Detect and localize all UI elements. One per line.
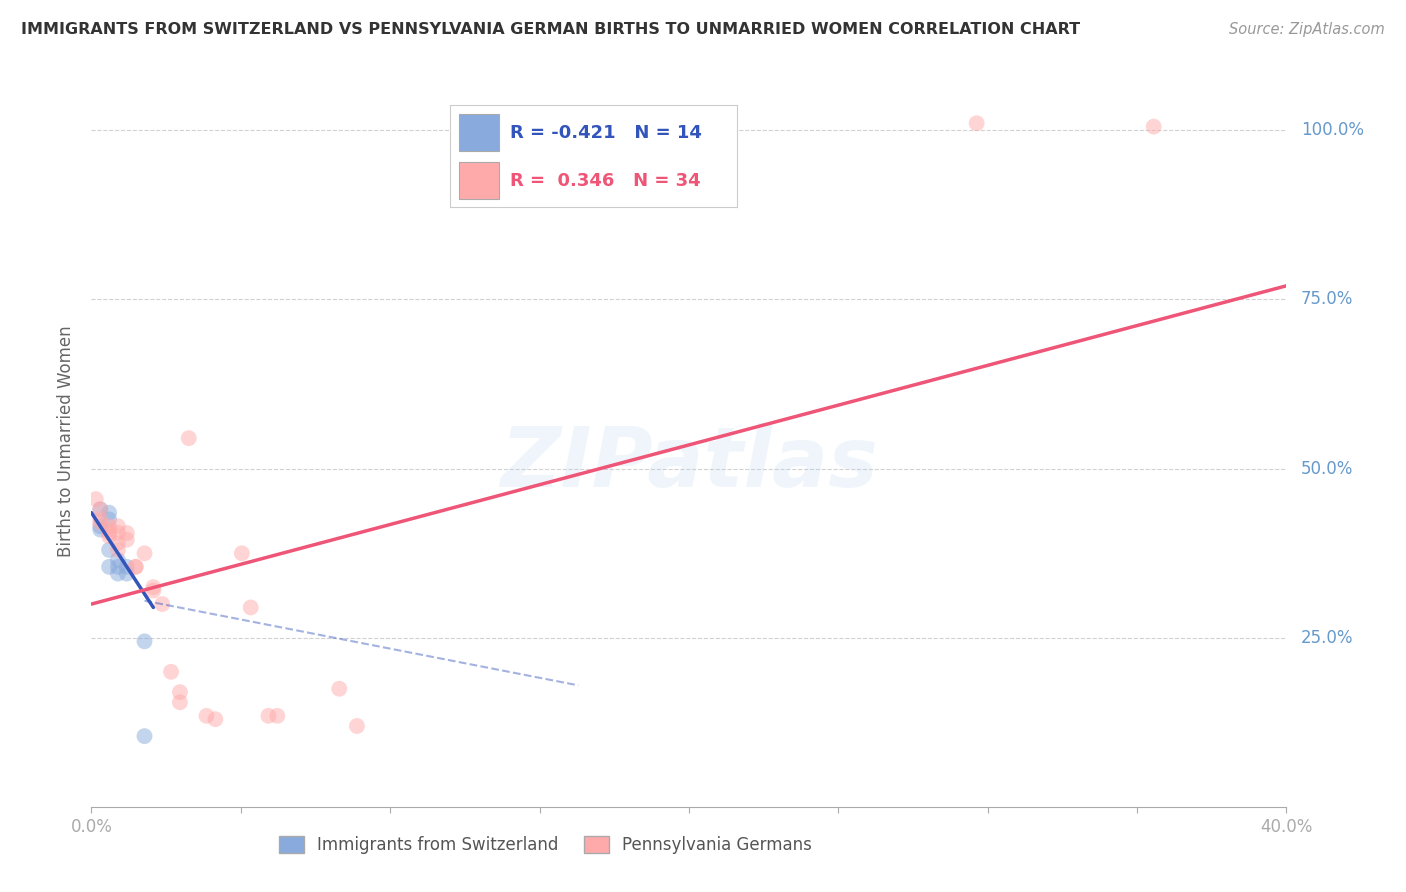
Point [239,600,262,615]
Point [257,708,280,723]
Point [115,559,138,574]
Point [231,546,253,560]
Point [169,685,191,699]
Legend: Immigrants from Switzerland, Pennsylvania Germans: Immigrants from Switzerland, Pennsylvani… [273,830,818,861]
Point [142,580,165,594]
Point [346,719,368,733]
Point [107,566,129,581]
Point [98,559,121,574]
Text: ZIPatlas: ZIPatlas [501,423,877,504]
Point [107,559,129,574]
Point [169,695,191,709]
Text: 50.0%: 50.0% [1301,459,1353,477]
Point [266,708,288,723]
Point [107,542,129,557]
Point [98,526,121,541]
Point [124,559,146,574]
Text: IMMIGRANTS FROM SWITZERLAND VS PENNSYLVANIA GERMAN BIRTHS TO UNMARRIED WOMEN COR: IMMIGRANTS FROM SWITZERLAND VS PENNSYLVA… [21,22,1080,37]
Point [98,529,121,543]
Point [98,542,121,557]
Point [177,431,200,445]
Point [89,519,111,533]
Point [195,708,218,723]
Point [150,597,173,611]
Point [107,519,129,533]
Point [98,519,121,533]
Point [107,536,129,550]
Point [107,553,129,567]
Point [966,116,988,130]
Point [328,681,350,696]
Point [134,546,156,560]
Point [1143,120,1166,134]
Point [134,634,156,648]
Point [89,512,111,526]
Point [89,502,111,516]
Point [160,665,183,679]
Point [115,526,138,541]
Point [124,559,146,574]
Text: 25.0%: 25.0% [1301,629,1354,647]
Point [115,533,138,547]
Text: 75.0%: 75.0% [1301,290,1353,309]
Point [89,502,111,516]
Point [142,583,165,598]
Point [134,729,156,743]
Point [98,512,121,526]
Text: 100.0%: 100.0% [1301,121,1364,139]
Point [89,516,111,530]
Point [107,526,129,541]
Y-axis label: Births to Unmarried Women: Births to Unmarried Women [58,326,76,558]
Point [84,492,107,507]
Point [89,523,111,537]
Point [204,712,226,726]
Point [98,506,121,520]
Point [98,523,121,537]
Point [115,566,138,581]
Text: Source: ZipAtlas.com: Source: ZipAtlas.com [1229,22,1385,37]
